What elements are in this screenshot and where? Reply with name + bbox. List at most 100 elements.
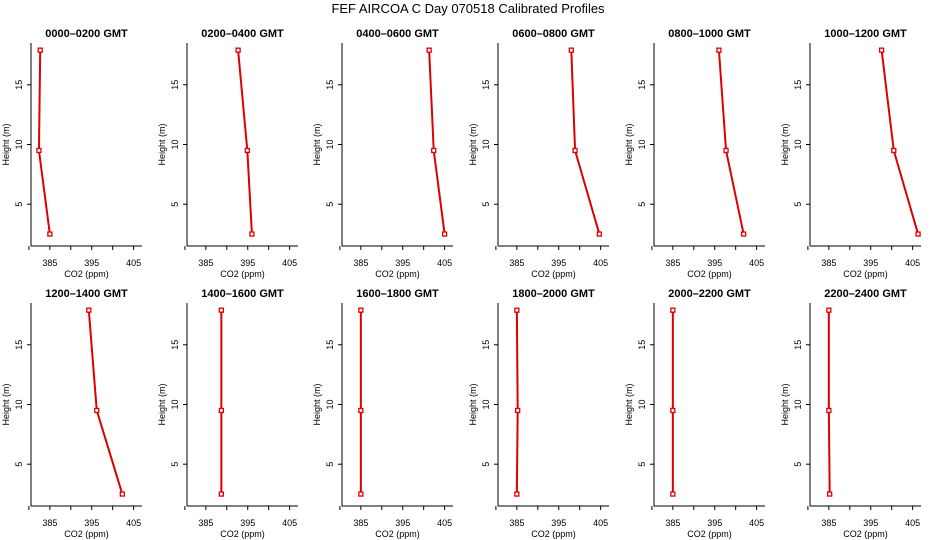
x-tick-label: 405 [749,258,764,268]
y-axis-label: Height (m) [157,383,167,425]
x-tick-label: 385 [42,258,57,268]
y-tick-label: 15 [481,340,491,350]
x-tick-label: 385 [198,258,213,268]
data-point [431,147,437,154]
data-point [119,491,125,497]
data-point [218,407,224,414]
y-tick-label: 5 [14,462,24,467]
x-tick-label: 385 [198,518,213,528]
y-axis-label: Height (m) [468,123,478,165]
y-tick-label: 5 [793,462,803,467]
y-tick-label: 10 [325,139,335,149]
y-tick-label: 5 [481,202,491,207]
panel-2: 0400–0600 GMT 5 10 15 385 395 405 CO2 (ppm) Heig… [312,28,453,279]
y-tick-label: 15 [14,80,24,90]
y-tick-label: 5 [325,202,335,207]
data-point [426,47,432,53]
data-point [568,47,574,53]
y-tick-label: 10 [637,399,647,409]
panel-title: 0200–0400 GMT [201,28,284,40]
x-tick-label: 405 [905,518,920,528]
x-tick-label: 395 [863,258,878,268]
x-tick-label: 385 [821,258,836,268]
x-axis-label: CO2 (ppm) [687,529,732,539]
x-axis-label: CO2 (ppm) [375,529,420,539]
x-tick-label: 385 [509,518,524,528]
x-axis-label: CO2 (ppm) [687,269,732,279]
panel-title: 0800–1000 GMT [668,28,751,40]
panel-title: 1600–1800 GMT [356,288,439,300]
y-tick-label: 10 [793,139,803,149]
y-axis-label: Height (m) [624,383,634,425]
profile-line [428,50,446,235]
x-tick-label: 405 [593,518,608,528]
x-tick-label: 395 [707,258,722,268]
profile-line [570,50,601,235]
x-tick-label: 405 [593,258,608,268]
data-point [244,147,250,154]
panel-3: 0600–0800 GMT 5 10 15 385 395 405 CO2 (ppm) Heig… [468,28,609,279]
x-tick-label: 385 [665,258,680,268]
data-point [358,407,364,414]
data-point [358,491,364,497]
y-tick-label: 15 [325,80,335,90]
x-tick-label: 395 [84,518,99,528]
data-point [826,307,832,313]
y-tick-label: 10 [170,399,180,409]
panel-title: 1400–1600 GMT [201,288,284,300]
x-tick-label: 395 [240,518,255,528]
panel-1: 0200–0400 GMT 5 10 15 385 395 405 CO2 (ppm) Heig… [157,28,298,279]
data-point [723,147,729,154]
x-tick-label: 395 [551,518,566,528]
data-point [441,231,448,237]
data-point [86,307,92,313]
x-tick-label: 385 [353,258,368,268]
data-point [915,231,921,237]
y-tick-label: 5 [637,462,647,467]
data-point [515,407,521,414]
data-point [878,47,885,53]
x-axis-label: CO2 (ppm) [531,269,576,279]
y-axis-label: Height (m) [1,383,11,425]
y-axis-label: Height (m) [780,383,790,425]
y-axis-label: Height (m) [468,383,478,425]
x-tick-label: 385 [42,518,57,528]
y-tick-label: 10 [481,399,491,409]
x-axis-label: CO2 (ppm) [220,269,265,279]
y-tick-label: 15 [793,340,803,350]
data-point [218,307,224,313]
y-tick-label: 15 [170,80,180,90]
data-point [827,491,833,497]
panel-title: 0600–0800 GMT [512,28,595,40]
x-tick-label: 395 [551,258,566,268]
data-point [37,47,43,53]
y-tick-label: 15 [793,80,803,90]
y-tick-label: 5 [14,202,24,207]
y-tick-label: 15 [325,340,335,350]
x-tick-label: 385 [353,518,368,528]
data-point [716,47,722,53]
y-tick-label: 5 [170,202,180,207]
y-tick-label: 5 [170,462,180,467]
x-axis-label: CO2 (ppm) [843,529,888,539]
profile-line [515,310,519,495]
y-tick-label: 15 [14,340,24,350]
panels: 0000–0200 GMT 5 10 15 385 395 405 CO2 (ppm) Heig… [1,28,921,539]
x-axis-label: CO2 (ppm) [220,529,265,539]
x-tick-label: 395 [240,258,255,268]
x-axis-label: CO2 (ppm) [531,529,576,539]
data-point [826,407,832,414]
y-tick-label: 10 [481,139,491,149]
y-tick-label: 10 [793,399,803,409]
data-point [596,231,603,237]
x-tick-label: 405 [282,258,297,268]
y-tick-label: 10 [637,139,647,149]
y-tick-label: 5 [793,202,803,207]
data-point [891,147,897,154]
data-point [740,231,747,237]
x-tick-label: 405 [282,518,297,528]
x-tick-label: 385 [509,258,524,268]
data-point [47,231,53,237]
x-tick-label: 385 [665,518,680,528]
y-tick-label: 10 [170,139,180,149]
